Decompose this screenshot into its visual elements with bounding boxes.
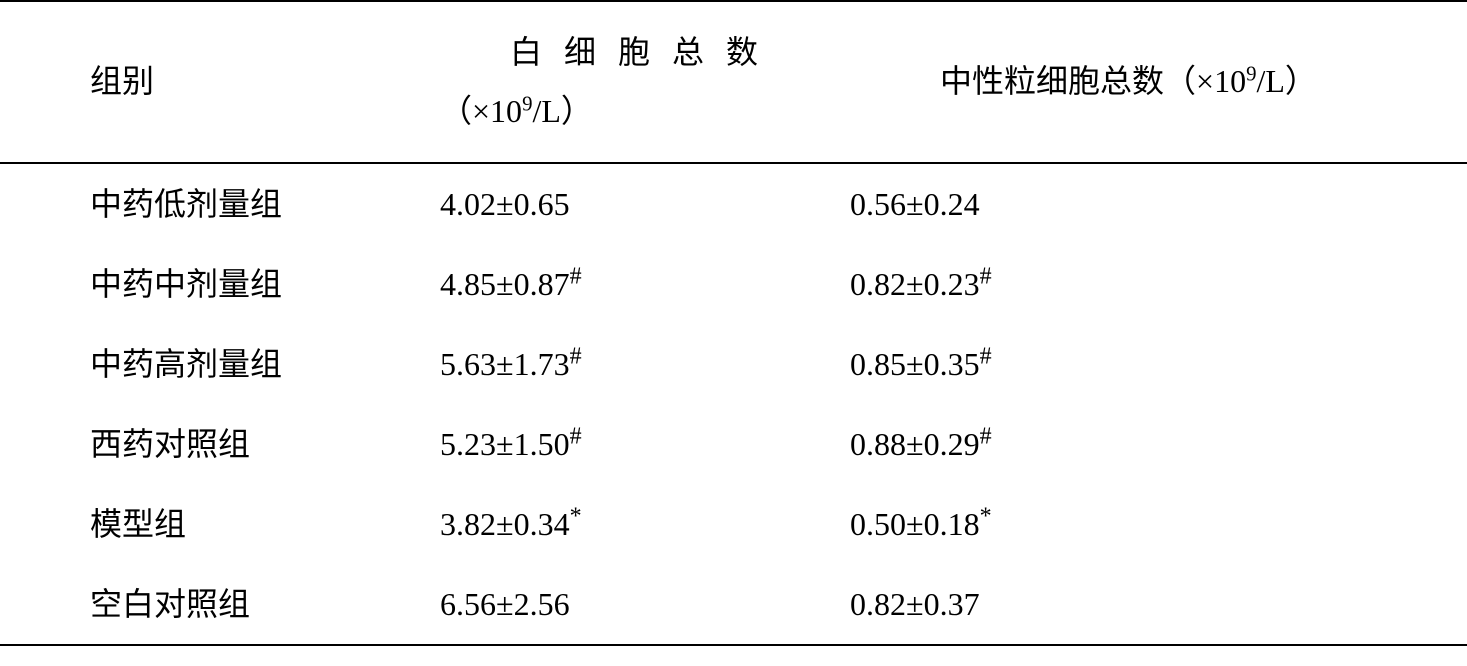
header-neu-inner: 中性粒细胞总数（×109/L）: [940, 63, 1317, 99]
table-container: 组别 白细胞总数 （×109/L） 中性粒细胞总数（×109/L） 中药低剂量组…: [0, 0, 1467, 666]
cell-wbc: 4.02±0.65: [420, 163, 850, 244]
header-group: 组别: [0, 1, 420, 163]
header-wbc: 白细胞总数 （×109/L）: [420, 1, 850, 163]
header-neu: 中性粒细胞总数（×109/L）: [850, 1, 1467, 163]
cell-group: 中药中剂量组: [0, 244, 420, 324]
cell-group: 西药对照组: [0, 404, 420, 484]
cell-neu: 0.56±0.24: [850, 163, 1467, 244]
table-row: 中药低剂量组4.02±0.650.56±0.24: [0, 163, 1467, 244]
cell-neu: 0.50±0.18*: [850, 484, 1467, 564]
table-row: 空白对照组6.56±2.560.82±0.37: [0, 564, 1467, 645]
cell-neu: 0.85±0.35#: [850, 324, 1467, 404]
cell-wbc: 3.82±0.34*: [420, 484, 850, 564]
cell-wbc: 5.63±1.73#: [420, 324, 850, 404]
table-body: 中药低剂量组4.02±0.650.56±0.24中药中剂量组4.85±0.87#…: [0, 163, 1467, 645]
unit-close: /L）: [532, 93, 592, 129]
unit-exp-2: 9: [1246, 63, 1256, 86]
unit-exp: 9: [522, 92, 532, 115]
data-table: 组别 白细胞总数 （×109/L） 中性粒细胞总数（×109/L） 中药低剂量组…: [0, 0, 1467, 646]
table-header-row: 组别 白细胞总数 （×109/L） 中性粒细胞总数（×109/L）: [0, 1, 1467, 163]
unit-open-2: （×10: [1164, 63, 1246, 99]
header-wbc-title: 白细胞总数: [510, 30, 780, 75]
cell-group: 模型组: [0, 484, 420, 564]
header-neu-unit: （×109/L）: [1164, 63, 1317, 99]
cell-group: 中药高剂量组: [0, 324, 420, 404]
table-row: 中药高剂量组5.63±1.73#0.85±0.35#: [0, 324, 1467, 404]
cell-wbc: 6.56±2.56: [420, 564, 850, 645]
cell-neu: 0.88±0.29#: [850, 404, 1467, 484]
header-wbc-unit: （×109/L）: [440, 89, 850, 134]
cell-neu: 0.82±0.23#: [850, 244, 1467, 324]
unit-close-2: /L）: [1256, 63, 1316, 99]
unit-open: （×10: [440, 93, 522, 129]
cell-wbc: 5.23±1.50#: [420, 404, 850, 484]
cell-wbc: 4.85±0.87#: [420, 244, 850, 324]
table-row: 西药对照组5.23±1.50#0.88±0.29#: [0, 404, 1467, 484]
cell-group: 中药低剂量组: [0, 163, 420, 244]
header-neu-title: 中性粒细胞总数: [940, 63, 1164, 99]
table-row: 模型组3.82±0.34*0.50±0.18*: [0, 484, 1467, 564]
header-group-label: 组别: [90, 63, 154, 99]
table-row: 中药中剂量组4.85±0.87#0.82±0.23#: [0, 244, 1467, 324]
cell-group: 空白对照组: [0, 564, 420, 645]
cell-neu: 0.82±0.37: [850, 564, 1467, 645]
